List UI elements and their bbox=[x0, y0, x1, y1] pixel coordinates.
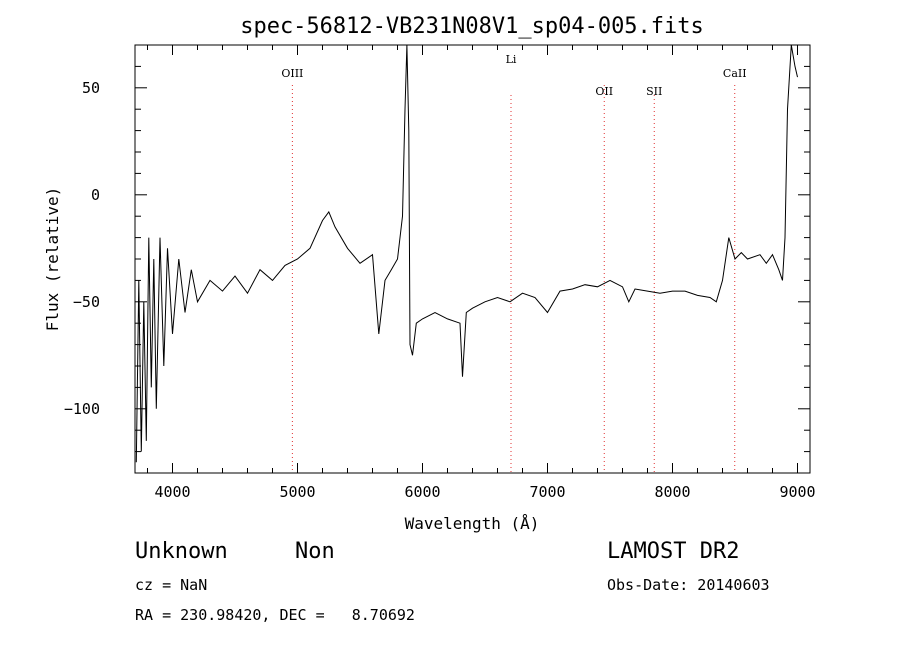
object-class: Unknown bbox=[135, 539, 228, 564]
y-tick-label: −100 bbox=[64, 400, 100, 418]
x-tick-label: 9000 bbox=[779, 483, 815, 501]
x-tick-label: 7000 bbox=[529, 483, 565, 501]
spectral-line-markers: OIII Li OII SII CaII bbox=[281, 53, 747, 473]
object-subclass: Non bbox=[295, 539, 335, 564]
observation-date: Obs-Date: 20140603 bbox=[607, 576, 770, 594]
chart-title: spec-56812-VB231N08V1_sp04-005.fits bbox=[240, 14, 704, 39]
spectral-line-label: OIII bbox=[281, 67, 303, 80]
y-tick-label: 50 bbox=[82, 79, 100, 97]
redshift-cz: cz = NaN bbox=[135, 576, 208, 594]
plot-frame bbox=[134, 44, 811, 474]
axis-ticks bbox=[135, 45, 810, 473]
survey-name: LAMOST DR2 bbox=[607, 539, 740, 564]
coordinates-ra-dec: RA = 230.98420, DEC = 8.70692 bbox=[135, 606, 415, 624]
x-tick-label: 6000 bbox=[404, 483, 440, 501]
spectrum-line bbox=[135, 44, 798, 463]
y-axis-label: Flux (relative) bbox=[43, 187, 62, 332]
y-tick-label: −50 bbox=[73, 293, 100, 311]
y-tick-label: 0 bbox=[91, 186, 100, 204]
spectral-line-label: CaII bbox=[723, 67, 747, 80]
x-tick-label: 5000 bbox=[279, 483, 315, 501]
x-tick-label: 4000 bbox=[154, 483, 190, 501]
spectral-line-label: SII bbox=[646, 85, 662, 98]
spectral-line-label: Li bbox=[506, 53, 517, 66]
spectral-line-label: OII bbox=[595, 85, 613, 98]
x-axis-label: Wavelength (Å) bbox=[405, 514, 540, 533]
x-tick-label: 8000 bbox=[654, 483, 690, 501]
axis-tick-labels: 4000 5000 6000 7000 8000 9000 −100 −50 0 50 bbox=[64, 79, 816, 501]
